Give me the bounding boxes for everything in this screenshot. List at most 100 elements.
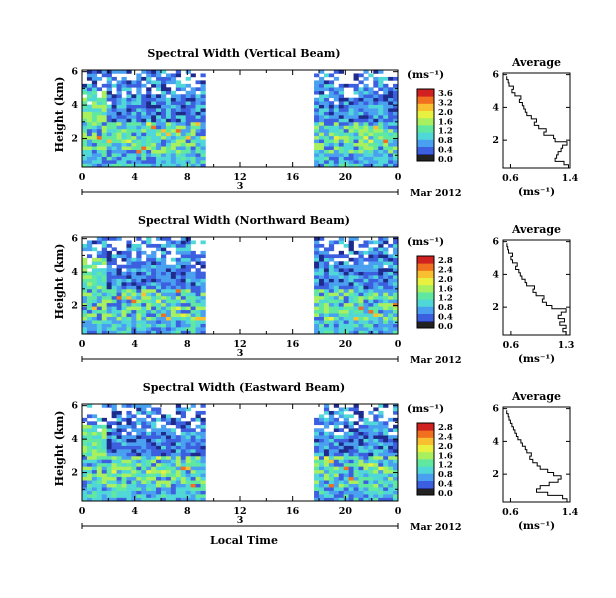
heatmap-cell xyxy=(314,163,320,168)
heatmap-cell xyxy=(165,104,172,109)
heatmap-cell xyxy=(373,497,379,502)
heatmap-cell xyxy=(151,73,157,78)
heatmap-cell xyxy=(393,442,399,446)
heatmap-cell xyxy=(393,146,399,150)
heatmap-cell xyxy=(373,261,379,266)
heatmap-cell xyxy=(136,278,142,283)
heatmap-cell xyxy=(388,288,394,293)
heatmap-cell xyxy=(131,327,137,331)
heatmap-cell xyxy=(358,435,364,439)
heatmap-cell xyxy=(146,424,152,429)
heatmap-cell xyxy=(200,483,206,488)
heatmap-cell xyxy=(378,132,384,137)
heatmap-cell xyxy=(101,153,107,157)
heatmap-cell xyxy=(323,313,330,317)
heatmap-cell xyxy=(131,80,137,85)
heatmap-cell xyxy=(373,302,379,307)
heatmap-cell xyxy=(195,118,201,123)
heatmap-cell xyxy=(86,455,93,460)
heatmap-cell xyxy=(126,121,132,126)
heatmap-cell xyxy=(82,132,88,137)
heatmap-cell xyxy=(126,285,132,290)
x-tick-label: 12 xyxy=(233,339,246,350)
heatmap-cell xyxy=(195,282,201,286)
heatmap-cell xyxy=(358,97,364,102)
heatmap-cell xyxy=(383,153,389,157)
heatmap-cell xyxy=(91,80,98,85)
y-tick-label: 4 xyxy=(71,100,78,111)
heatmap-cell xyxy=(323,480,330,484)
heatmap-cell xyxy=(363,70,369,74)
heatmap-cell xyxy=(190,330,196,335)
heatmap-cell xyxy=(170,243,177,248)
heatmap-cell xyxy=(116,330,122,335)
heatmap-cell xyxy=(319,494,325,498)
heatmap-cell xyxy=(328,452,335,457)
heatmap-cell xyxy=(106,282,112,286)
colorbar-segment xyxy=(417,261,434,264)
heatmap-cell xyxy=(368,316,374,321)
heatmap-cell xyxy=(146,149,152,154)
heatmap-cell xyxy=(170,452,177,457)
heatmap-cell xyxy=(91,428,98,433)
heatmap-cell xyxy=(353,313,359,317)
heatmap-cell xyxy=(131,309,137,314)
heatmap-cell xyxy=(106,431,112,436)
heatmap-cell xyxy=(323,135,330,140)
heatmap-cell xyxy=(131,424,137,429)
heatmap-cell xyxy=(353,473,359,478)
heatmap-cell xyxy=(323,483,330,488)
heatmap-cell xyxy=(170,431,177,436)
heatmap-cell xyxy=(363,494,369,498)
heatmap-cell xyxy=(378,285,384,290)
heatmap-cell xyxy=(146,404,152,408)
heatmap-cell xyxy=(319,442,325,446)
heatmap-cell xyxy=(358,295,364,300)
heatmap-cell xyxy=(190,111,196,116)
heatmap-cell xyxy=(96,316,103,321)
x-ticks: 0 4 8 12 16 20 0 xyxy=(79,237,402,350)
date-month-label: Mar 2012 xyxy=(410,188,461,199)
heatmap-cell xyxy=(111,449,117,453)
heatmap-cell xyxy=(126,404,132,408)
heatmap-cell xyxy=(136,483,142,488)
heatmap-cell xyxy=(106,254,112,259)
heatmap-cell xyxy=(151,313,157,317)
heatmap-cell xyxy=(161,309,167,314)
heatmap-cell xyxy=(348,97,354,102)
heatmap-cell xyxy=(121,264,127,269)
heatmap-cell xyxy=(180,490,186,495)
heatmap-cell xyxy=(319,132,325,137)
heatmap-cell xyxy=(106,313,112,317)
heatmap-cell xyxy=(378,295,384,300)
heatmap-cell xyxy=(328,101,335,105)
heatmap-cell xyxy=(91,483,98,488)
heatmap-cell xyxy=(343,243,349,248)
heatmap-cell xyxy=(333,320,340,324)
heatmap-cell xyxy=(175,243,182,248)
heatmap-cell xyxy=(363,268,369,272)
heatmap-cell xyxy=(388,87,394,92)
heatmap-cell xyxy=(358,466,364,471)
heatmap-cell xyxy=(101,104,107,109)
heatmap-cell xyxy=(136,94,142,99)
heatmap-cell xyxy=(91,497,98,502)
heatmap-cell xyxy=(175,487,182,491)
heatmap-cell xyxy=(136,108,142,112)
heatmap-cell xyxy=(86,431,93,436)
heatmap-cell xyxy=(82,149,88,154)
heatmap-cell xyxy=(328,271,335,276)
heatmap-cell xyxy=(358,459,364,464)
colorbar-segment xyxy=(417,125,434,128)
heatmap-cell xyxy=(393,125,399,130)
heatmap-cell xyxy=(328,282,335,286)
heatmap-cell xyxy=(96,268,103,272)
heatmap-cell xyxy=(156,73,162,78)
heatmap-cell xyxy=(116,466,122,471)
heatmap-cell xyxy=(200,73,206,78)
heatmap-cell xyxy=(338,240,344,245)
heatmap-cell xyxy=(348,83,354,88)
heatmap-cell xyxy=(185,135,191,140)
heatmap-cell xyxy=(91,424,98,429)
heatmap-cell xyxy=(126,160,132,164)
